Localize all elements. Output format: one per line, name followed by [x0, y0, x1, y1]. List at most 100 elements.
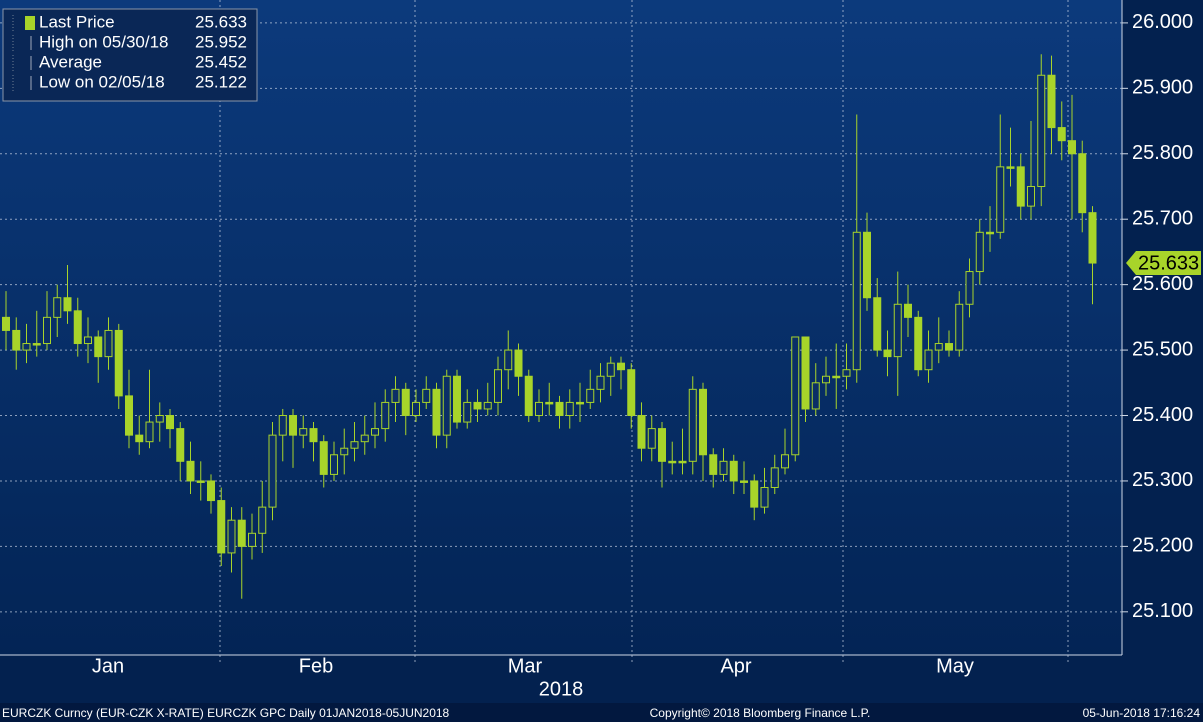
candle-body: [668, 460, 677, 464]
candle-body: [176, 428, 185, 462]
candle-body: [145, 421, 154, 443]
candle-body: [555, 401, 564, 417]
x-tick-label: May: [936, 655, 974, 677]
candle-body: [1068, 140, 1076, 155]
legend-value: 25.952: [195, 32, 247, 51]
x-tick-label: Apr: [720, 655, 751, 677]
x-tick-label: Jan: [92, 655, 124, 677]
candle-body: [2, 316, 10, 331]
candle-body: [1047, 74, 1056, 129]
candle-body: [309, 428, 318, 443]
footer-left: EURCZK Curncy (EUR-CZK X-RATE) EURCZK GP…: [2, 706, 450, 720]
candle-body: [832, 375, 841, 379]
candle-body: [1078, 153, 1087, 214]
y-tick-label: 25.800: [1132, 142, 1193, 164]
plot-area: [0, 0, 1122, 655]
candle-body: [12, 329, 21, 351]
candle-body: [965, 271, 974, 305]
candle-body: [678, 460, 687, 464]
candle-body: [422, 388, 431, 403]
candle-body: [350, 441, 359, 449]
candle-body: [22, 343, 31, 351]
candle-body: [504, 349, 513, 371]
candle-body: [381, 401, 390, 430]
candle-body: [330, 454, 338, 475]
candle-body: [893, 303, 902, 358]
candle-body: [125, 395, 133, 436]
candle-body: [955, 303, 964, 351]
candle-body: [596, 375, 605, 390]
candle-body: [688, 388, 697, 462]
candle-body: [319, 441, 328, 475]
last-price-label: 25.633: [1138, 252, 1199, 274]
candle-body: [1088, 212, 1097, 264]
candle-body: [114, 329, 123, 397]
candle-body: [442, 375, 451, 436]
candle-body: [863, 231, 871, 299]
candle-body: [873, 297, 882, 351]
candle-body: [658, 428, 666, 462]
candle-body: [699, 388, 707, 456]
candle-body: [104, 329, 113, 358]
candle-body: [740, 480, 748, 483]
candle-body: [63, 297, 72, 312]
candle-body: [975, 231, 984, 273]
candle-body: [258, 506, 267, 534]
candle-body: [781, 454, 789, 469]
candle-body: [924, 349, 933, 371]
candle-body: [32, 343, 41, 346]
legend-value: 25.452: [195, 52, 247, 71]
candle-body: [996, 166, 1005, 233]
footer-right: 05-Jun-2018 17:16:24: [1083, 706, 1201, 720]
candle-body: [791, 336, 800, 456]
candle-body: [453, 375, 461, 423]
candle-body: [852, 231, 861, 371]
footer-bar: [0, 703, 1203, 722]
candle-body: [945, 343, 953, 351]
candle-body: [494, 369, 502, 403]
candle-body: [53, 297, 62, 318]
candle-body: [371, 428, 379, 436]
y-tick-label: 25.600: [1132, 273, 1193, 295]
candle-body: [155, 415, 164, 423]
candle-body: [94, 336, 103, 358]
candle-body: [709, 454, 718, 475]
candle-body: [237, 519, 246, 547]
x-tick-label: Feb: [299, 655, 333, 677]
candle-body: [84, 336, 92, 345]
candle-body: [647, 428, 656, 449]
candle-body: [883, 349, 892, 358]
candle-body: [576, 401, 584, 405]
candle-body: [289, 415, 297, 436]
x-axis-title: 2018: [539, 678, 584, 700]
candle-body: [1006, 166, 1015, 169]
candle-body: [811, 382, 820, 410]
labels: 25.100 25.200 25.300 25.400 25.500 25.600 25.7…: [92, 11, 1201, 677]
candle-body: [391, 388, 400, 403]
candle-body: [43, 316, 51, 345]
candle-body: [760, 486, 769, 508]
candle-body: [227, 519, 236, 554]
candle-body: [637, 415, 646, 449]
footer-center: Copyright© 2018 Bloomberg Finance L.P.: [650, 706, 871, 720]
candle-body: [196, 480, 205, 483]
last-price-tag: [1126, 251, 1201, 276]
legend-value: 25.122: [195, 72, 247, 91]
candle-body: [135, 434, 144, 443]
legend: Last Price 25.633 High on 05/30/18 25.952 Av…: [2, 8, 258, 102]
candle-body: [186, 460, 195, 482]
candle-body: [299, 428, 308, 436]
candle-body: [401, 388, 410, 417]
candle-body: [463, 401, 472, 423]
candle-body: [1037, 74, 1046, 187]
candle-body: [268, 434, 277, 508]
candle-body: [1057, 127, 1066, 142]
candle-body: [412, 401, 420, 417]
candle-body: [73, 310, 82, 345]
y-tick-label: 25.200: [1132, 535, 1193, 557]
candles: [2, 54, 1097, 599]
candle-body: [514, 349, 523, 377]
y-tick-label: 25.100: [1132, 600, 1193, 622]
x-tick-label: Mar: [508, 655, 543, 677]
